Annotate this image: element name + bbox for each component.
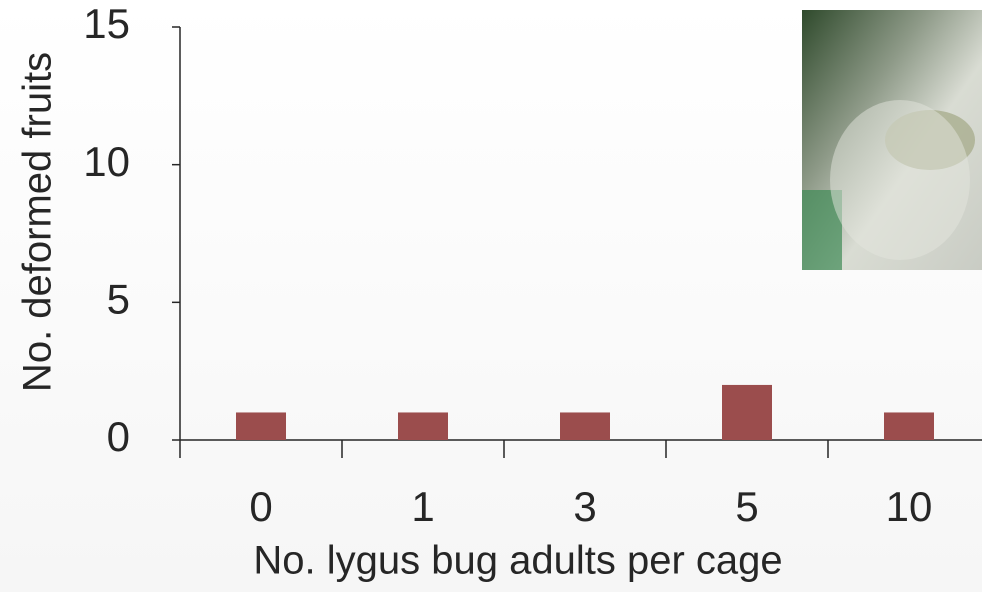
bar (236, 412, 286, 440)
y-tick-label: 15 (83, 0, 130, 47)
bar (722, 385, 772, 440)
x-tick-label: 10 (886, 483, 933, 530)
bar (884, 412, 934, 440)
page: {"chart_data": {"type": "bar", "x_label"… (0, 0, 982, 592)
bar (398, 412, 448, 440)
y-tick-label: 5 (107, 275, 130, 322)
y-tick-label: 0 (107, 413, 130, 460)
bar (560, 412, 610, 440)
x-axis-label: No. lygus bug adults per cage (253, 539, 782, 583)
chart: No. lygus bug adults per cage No. deform… (0, 0, 982, 592)
x-tick-label: 1 (411, 483, 434, 530)
x-tick-label: 3 (573, 483, 596, 530)
y-tick-label: 10 (83, 138, 130, 185)
x-tick-label: 0 (249, 483, 272, 530)
y-axis-label: No. deformed fruits (16, 52, 60, 392)
x-tick-label: 5 (735, 483, 758, 530)
photo-inset (802, 10, 982, 270)
